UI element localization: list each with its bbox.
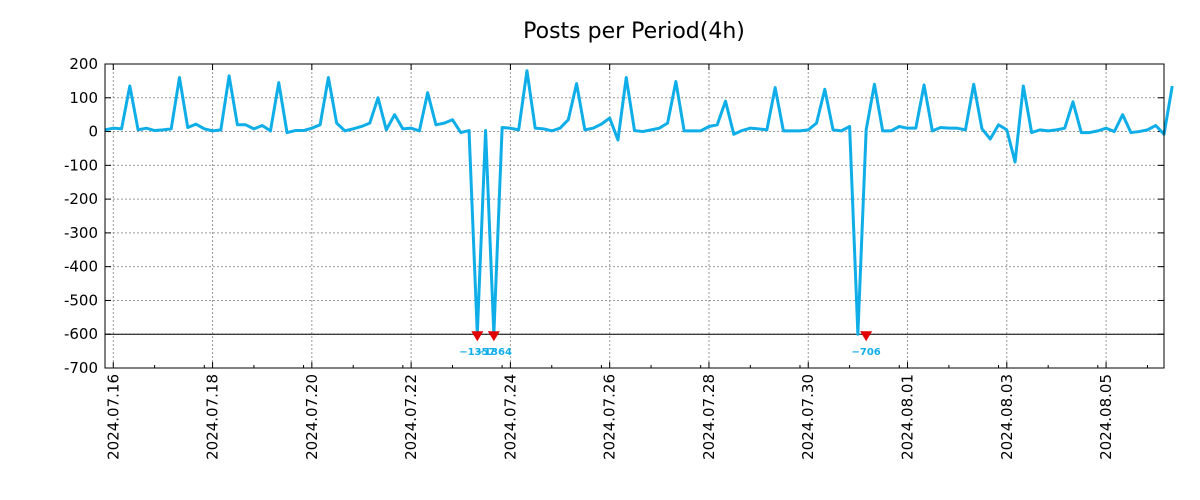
y-tick-label: -400 (64, 258, 98, 276)
x-tick-label: 2024.07.30 (799, 374, 817, 460)
clip-value-label: −1357 (459, 347, 495, 358)
x-tick-label: 2024.08.03 (998, 374, 1016, 460)
x-tick-label: 2024.07.18 (204, 374, 222, 460)
x-tick-label: 2024.07.24 (501, 374, 519, 460)
y-tick-label: 0 (88, 123, 98, 141)
x-tick-label: 2024.07.26 (601, 374, 619, 460)
y-tick-label: -200 (64, 190, 98, 208)
clip-value-label: −706 (852, 347, 881, 358)
y-axis: 200 100 0 -100 -200 -300 -400 -500 -600 -700 (64, 55, 1164, 377)
x-tick-label: 2024.08.01 (899, 374, 917, 460)
clip-markers: −1357−1364 −706 (459, 331, 881, 358)
series-line (104, 69, 1174, 336)
series-group (104, 69, 1174, 336)
y-tick-label: -600 (64, 325, 98, 343)
plot-frame (104, 63, 1165, 369)
y-tick-label: -300 (64, 224, 98, 242)
clip-marker (471, 331, 484, 342)
clip-marker (487, 331, 500, 342)
y-tick-label: -500 (64, 291, 98, 309)
y-tick-label: 100 (69, 89, 98, 107)
y-tick-label: -100 (64, 156, 98, 174)
x-tick-label: 2024.07.16 (104, 374, 122, 460)
x-tick-label: 2024.07.28 (700, 374, 718, 460)
grid (105, 63, 1164, 369)
y-tick-label: 200 (69, 55, 98, 73)
clip-value-label: −1364 (476, 347, 512, 358)
x-tick-label: 2024.07.22 (402, 374, 420, 460)
clip-marker (860, 331, 873, 342)
x-tick-label: 2024.07.20 (303, 374, 321, 460)
x-tick-label: 2024.08.05 (1097, 374, 1115, 460)
x-axis: 2024.07.16 2024.07.18 2024.07.20 2024.07.22… (104, 64, 1148, 460)
chart-title: Posts per Period(4h) (523, 19, 745, 44)
y-tick-label: -700 (64, 359, 98, 377)
